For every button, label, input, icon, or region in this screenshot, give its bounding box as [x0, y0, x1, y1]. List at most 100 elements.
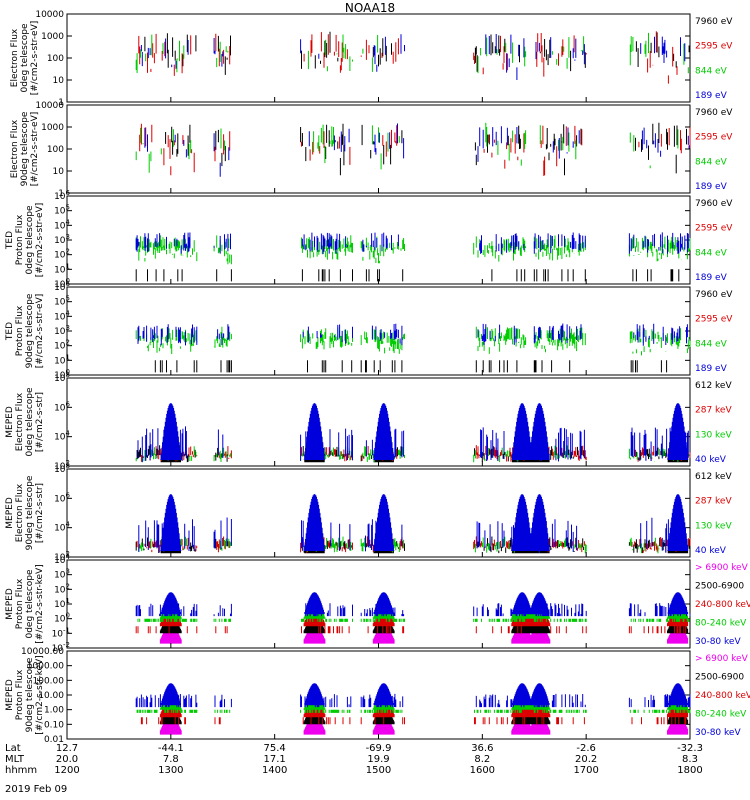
y-tick-label: 100.00	[33, 676, 65, 686]
x-tick-label: -69.9	[366, 743, 392, 754]
data-trace	[135, 592, 691, 617]
series-1	[144, 31, 691, 75]
x-tick-label: -44.1	[158, 743, 184, 754]
y-axis-label: 0deg telescope	[25, 569, 35, 639]
legend: 7960 eV 2595 eV 844 eV 189 eV	[695, 290, 733, 374]
series-4	[137, 323, 688, 346]
legend-entry: 287 keV	[695, 497, 732, 507]
y-axis-label: MEPED	[5, 679, 15, 711]
data-trace	[159, 715, 689, 735]
data-trace	[154, 360, 668, 373]
legend-entry: 189 eV	[695, 182, 728, 192]
series-4	[144, 123, 690, 177]
data-trace	[137, 502, 689, 554]
x-tick-label: -2.6	[576, 743, 596, 754]
legend-entry: 2595 eV	[695, 133, 733, 143]
y-axis-label: Proton Flux	[15, 214, 25, 265]
data-trace	[159, 615, 689, 634]
date-label: 2019 Feb 09	[5, 784, 67, 795]
y-axis-label: 90deg telescope	[25, 657, 35, 732]
y-axis-label: 90deg telescope	[20, 111, 30, 186]
y-tick-label: 100	[54, 612, 70, 625]
x-tick-label: 20.2	[575, 754, 597, 765]
y-axis-label: [#/cm2-s-str]	[35, 392, 45, 452]
y-axis-label: TED	[5, 231, 15, 250]
y-tick-label: 101	[54, 353, 70, 366]
legend-entry: 287 keV	[695, 406, 732, 416]
y-tick-label: 100	[54, 368, 70, 381]
data-trace	[135, 122, 679, 173]
y-tick-label: 104	[54, 218, 70, 231]
y-tick-label: 10000.00	[21, 647, 64, 657]
legend-entry: 80-240 keV	[695, 619, 747, 629]
y-axis-label: 0deg telescope	[20, 23, 30, 93]
data-trace	[165, 122, 687, 176]
y-tick-label: 105	[54, 204, 70, 217]
x-tick-label: 8.2	[474, 754, 490, 765]
y-axis-label: MEPED	[5, 406, 15, 438]
y-tick-label: 104	[54, 430, 70, 443]
series-2	[159, 706, 689, 725]
series-4	[137, 403, 689, 463]
legend: > 6900 keV 2500-6900 240-800 keV 80-240 keV…	[695, 654, 750, 738]
y-axis-label: [#/cm2-s-str-eV]	[30, 112, 40, 187]
data-trace	[135, 232, 689, 255]
x-axis: LatMLThhmm12.720.01200-44.17.8130075.417…	[5, 97, 703, 776]
panel-8: 0.01 0.10 1.00 10.00 100.00 1000.00 10000.00 ME…	[5, 647, 750, 745]
y-tick-label: 1000	[41, 32, 64, 42]
x-tick-label: 1400	[262, 765, 287, 776]
series-4	[140, 34, 686, 80]
data-trace	[144, 31, 691, 75]
legend-entry: 30-80 keV	[695, 637, 741, 647]
panel-2: 1 10 100 1000 10000 Electron Flux 90deg telesc…	[10, 101, 733, 199]
y-tick-label: 1000.00	[27, 662, 64, 672]
y-tick-label: 106	[54, 491, 70, 504]
y-tick-label: 1.00	[44, 706, 64, 716]
y-axis-label: [#/cm2-s-str-keV]	[35, 655, 45, 734]
legend-entry: 844 eV	[695, 157, 728, 167]
chart-title: NOAA18	[345, 1, 395, 15]
y-axis-label: 90deg telescope	[25, 293, 35, 368]
legend: 7960 eV 2595 eV 844 eV 189 eV	[695, 17, 733, 101]
y-tick-label: 102	[54, 339, 70, 352]
legend-entry: 7960 eV	[695, 108, 733, 118]
y-tick-label: 1000	[41, 123, 64, 133]
series-3	[135, 235, 691, 265]
data-trace	[135, 683, 691, 708]
y-axis-label: MEPED	[5, 588, 15, 620]
y-tick-label: 106	[54, 280, 70, 293]
y-tick-label: 102	[54, 459, 70, 472]
series-2	[139, 123, 691, 176]
y-axis-label: Electron Flux	[10, 28, 20, 87]
data-trace	[135, 235, 691, 265]
series-3	[137, 502, 689, 554]
x-tick-label: 8.3	[682, 754, 698, 765]
y-axis-label: [#/cm2-s-str]	[35, 483, 45, 543]
y-axis-label: Proton Flux	[15, 305, 25, 356]
series-4	[138, 494, 689, 553]
x-tick-label: 1600	[470, 765, 495, 776]
y-axis-label: MEPED	[5, 497, 15, 529]
series-1	[159, 715, 689, 735]
data-trace	[135, 269, 680, 282]
y-tick-label: 104	[54, 309, 70, 322]
x-row-label: hhmm	[5, 765, 37, 776]
legend: 7960 eV 2595 eV 844 eV 189 eV	[695, 108, 733, 192]
y-tick-label: 104	[54, 521, 70, 534]
y-axis-label: [#/cm2-s-str-eV]	[35, 294, 45, 369]
y-axis-label: 90deg telescope	[25, 475, 35, 550]
legend-entry: 189 eV	[695, 364, 728, 374]
data-trace	[135, 32, 689, 74]
x-tick-label: -32.3	[677, 743, 703, 754]
y-tick-label: 1	[58, 98, 64, 108]
y-axis-label: 0deg telescope	[25, 205, 35, 275]
legend-entry: 844 eV	[695, 66, 728, 76]
legend-entry: 844 eV	[695, 248, 728, 258]
series-2	[138, 31, 678, 84]
y-tick-label: 103	[54, 324, 70, 337]
y-axis-label: [#/cm2-s-str-eV]	[30, 21, 40, 96]
y-tick-label: 106	[54, 189, 70, 202]
